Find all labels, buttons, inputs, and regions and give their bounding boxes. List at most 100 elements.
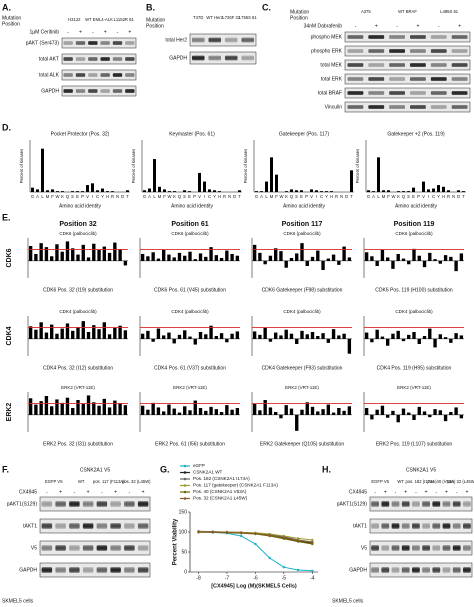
- bar: [432, 188, 435, 192]
- bar: [316, 250, 320, 261]
- x-tick-label: Q: [290, 194, 294, 199]
- bar: [449, 412, 453, 415]
- x-tick-label: W: [168, 194, 172, 199]
- blot-band: [410, 91, 426, 95]
- bar: [183, 406, 187, 415]
- bar: [300, 243, 304, 261]
- bar: [337, 260, 341, 265]
- lane-group: A375: [361, 9, 371, 14]
- bar: [310, 406, 315, 415]
- treatment-sign: +: [445, 489, 448, 495]
- bar: [188, 191, 191, 192]
- blot-row-label: pAKT1(S129): [337, 501, 368, 507]
- bar: [364, 332, 369, 339]
- bar: [183, 190, 186, 192]
- x-tick-label: T: [350, 194, 353, 199]
- blot-row-label: tAKT1: [23, 523, 37, 529]
- treatment-sign: -: [46, 489, 48, 495]
- bar: [193, 400, 197, 415]
- chart-title: CDK4 (palbociclib): [59, 309, 97, 314]
- data-point: [240, 534, 243, 538]
- lane-group: pos. 182 (I174A): [406, 479, 438, 484]
- blot-band: [371, 523, 379, 529]
- x-tick-label: D: [457, 194, 460, 199]
- bar: [76, 254, 80, 261]
- blot-row-label: total ERK: [321, 76, 343, 82]
- x-tick-label: L: [377, 194, 380, 199]
- x-tick-label: E: [300, 194, 303, 199]
- bar: [113, 242, 117, 261]
- bar: [143, 190, 146, 192]
- panel-label: B.: [146, 2, 155, 12]
- data-point: [254, 542, 257, 546]
- bar: [449, 256, 453, 261]
- bar: [252, 331, 257, 339]
- x-tick-label: C: [96, 194, 99, 199]
- blot-band: [412, 501, 420, 507]
- data-point: [211, 530, 214, 534]
- lane-group: L726F 32: [222, 15, 240, 20]
- blot-band: [381, 567, 390, 573]
- blot-row-label: phospho MEK: [311, 34, 343, 40]
- bar: [60, 251, 64, 261]
- bar: [422, 181, 425, 192]
- bar: [167, 254, 171, 261]
- bar: [55, 399, 59, 415]
- bar: [321, 409, 325, 415]
- x-tick-label: N: [228, 194, 231, 199]
- blot-band: [410, 63, 426, 67]
- treatment-sign: +: [114, 489, 117, 495]
- x-axis-label: Amino acid identity: [395, 203, 437, 209]
- blot-band: [75, 41, 86, 45]
- blot-band: [391, 501, 400, 507]
- blot-band: [371, 545, 379, 551]
- blot-frame: [61, 37, 137, 49]
- bar: [290, 189, 293, 192]
- blot-band: [432, 567, 441, 573]
- x-tick-label: E: [412, 194, 415, 199]
- bar: [347, 257, 352, 261]
- blot-row-label: GAPDH: [19, 567, 37, 573]
- x-tick-label: Q: [402, 194, 406, 199]
- treatment-sign: -: [396, 23, 398, 29]
- blot-band: [452, 567, 461, 573]
- treatment-sign: -: [415, 489, 417, 495]
- x-tick-label: S: [295, 194, 298, 199]
- treatment-sign: +: [375, 23, 378, 29]
- x-tick-label: R: [223, 194, 226, 199]
- x-tick-label: L: [153, 194, 156, 199]
- blot-frame: [61, 69, 137, 81]
- bar: [258, 252, 262, 261]
- bar: [44, 332, 49, 339]
- bar: [102, 246, 106, 261]
- blot-band: [55, 523, 66, 529]
- bar: [113, 400, 117, 415]
- bar: [443, 337, 448, 339]
- bar: [55, 244, 59, 261]
- blot-band: [401, 545, 410, 551]
- bar: [289, 258, 294, 261]
- blot-row-label: total MEK: [320, 62, 342, 68]
- x-tick-label: S: [183, 194, 186, 199]
- bar: [350, 170, 353, 192]
- bar: [387, 190, 390, 192]
- lane-group: L1152R 61: [114, 17, 135, 22]
- bar: [326, 338, 330, 343]
- blot-band: [224, 55, 238, 61]
- bar: [375, 409, 379, 415]
- data-point: [311, 538, 314, 542]
- bar: [92, 243, 96, 261]
- legend-entry: Pos. 40 (CSNK2A1 V53A): [193, 489, 247, 494]
- bar: [407, 191, 410, 192]
- x-tick-label: I: [428, 194, 429, 199]
- bar: [316, 411, 320, 415]
- blot-band: [422, 523, 430, 529]
- bar: [417, 255, 421, 261]
- data-point: [282, 566, 286, 569]
- bar: [92, 325, 96, 339]
- bar: [300, 190, 303, 192]
- x-tick-label: M: [382, 194, 386, 199]
- x-tick-label: H: [218, 194, 221, 199]
- bar: [162, 335, 166, 339]
- blot-band: [75, 89, 86, 93]
